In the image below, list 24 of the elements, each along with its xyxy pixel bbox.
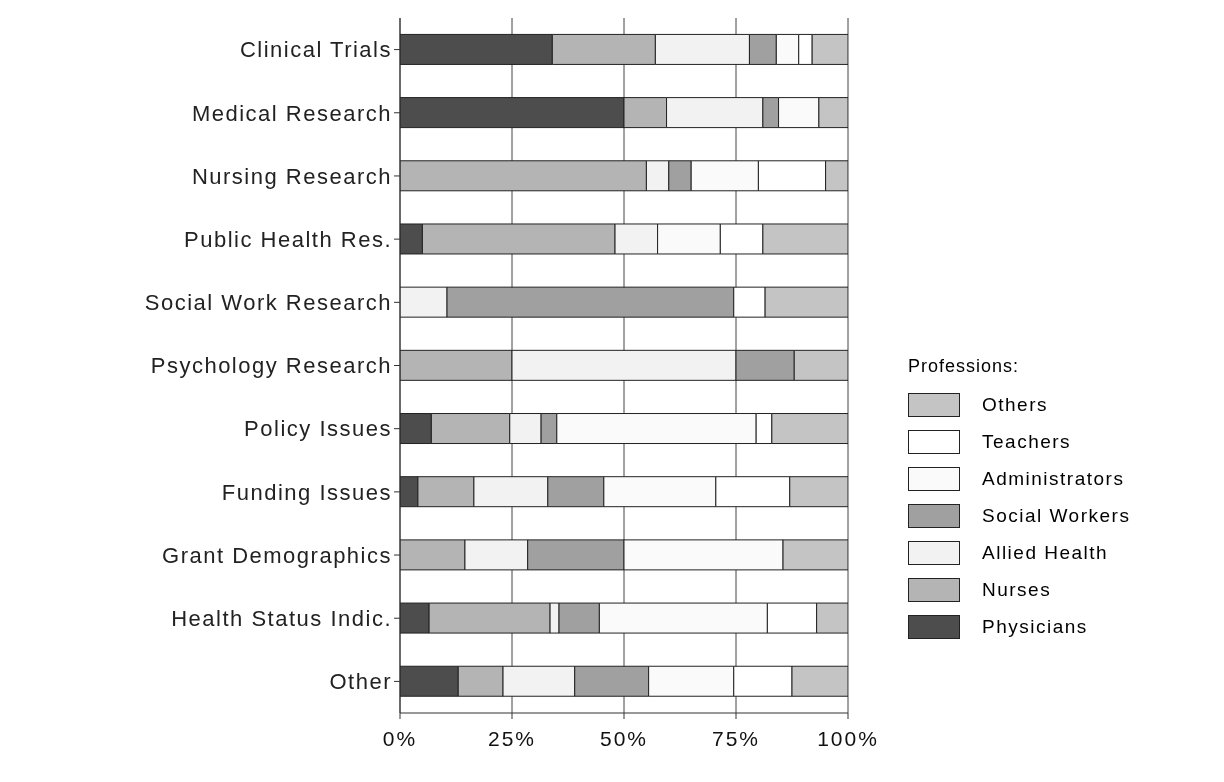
legend-label: Allied Health (982, 542, 1109, 564)
y-tick-label: Grant Demographics (162, 542, 392, 568)
legend-label: Administrators (982, 468, 1125, 490)
y-tick-label: Health Status Indic. (171, 606, 392, 632)
legend-title: Professions: (908, 355, 1021, 377)
legend-label: Nurses (982, 579, 1052, 601)
y-tick-label: Psychology Research (150, 353, 392, 379)
legend-label: Teachers (982, 431, 1072, 453)
legend-label: Physicians (982, 616, 1088, 638)
x-tick-label: 100% (817, 726, 879, 750)
legend-label: Others (982, 394, 1049, 416)
x-tick-label: 75% (711, 726, 761, 750)
x-tick-label: 50% (599, 726, 649, 750)
y-tick-label: Nursing Research (191, 163, 392, 189)
x-tick-label: 25% (487, 726, 537, 750)
y-tick-label: Social Work Research (144, 290, 392, 316)
y-tick-label: Clinical Trials (239, 37, 392, 63)
y-tick-label: Public Health Res. (184, 226, 392, 252)
y-tick-label: Medical Research (191, 100, 392, 126)
x-tick-label: 0% (382, 726, 418, 750)
legend-label: Social Workers (982, 505, 1131, 527)
y-tick-label: Policy Issues (244, 416, 392, 442)
y-tick-label: Other (329, 669, 392, 695)
y-tick-label: Funding Issues (221, 479, 392, 505)
